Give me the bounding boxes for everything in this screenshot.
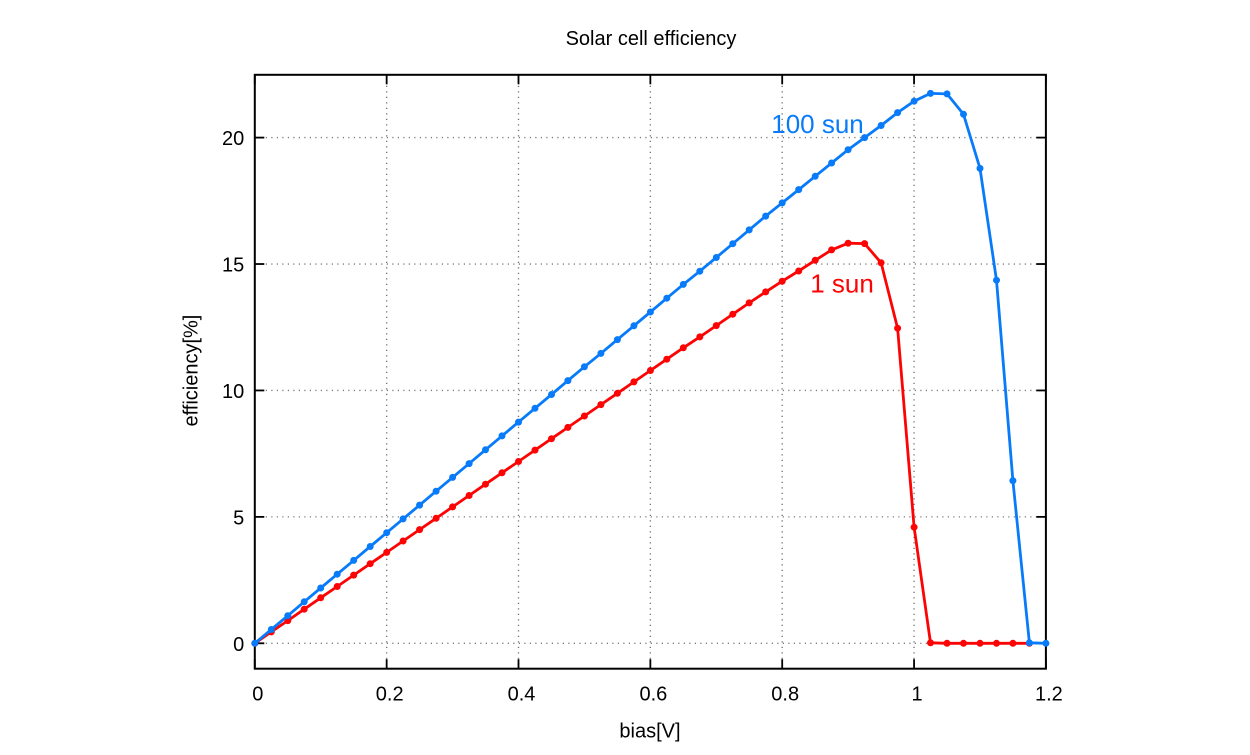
svg-text:0: 0 xyxy=(252,684,263,706)
svg-text:1 sun: 1 sun xyxy=(810,268,874,298)
svg-text:0.6: 0.6 xyxy=(639,684,667,706)
svg-text:100 sun: 100 sun xyxy=(771,109,864,139)
svg-text:15: 15 xyxy=(222,255,244,277)
svg-text:1: 1 xyxy=(912,684,923,706)
svg-text:Solar cell efficiency: Solar cell efficiency xyxy=(566,28,737,50)
svg-text:10: 10 xyxy=(222,381,244,403)
svg-text:1.2: 1.2 xyxy=(1035,684,1063,706)
svg-text:efficiency[%]: efficiency[%] xyxy=(181,315,203,427)
svg-text:bias[V]: bias[V] xyxy=(619,720,680,742)
svg-text:20: 20 xyxy=(222,128,244,150)
svg-text:0.8: 0.8 xyxy=(771,684,799,706)
svg-text:0: 0 xyxy=(233,634,244,656)
svg-text:0.4: 0.4 xyxy=(508,684,536,706)
svg-text:5: 5 xyxy=(233,507,244,529)
svg-text:0.2: 0.2 xyxy=(376,684,404,706)
